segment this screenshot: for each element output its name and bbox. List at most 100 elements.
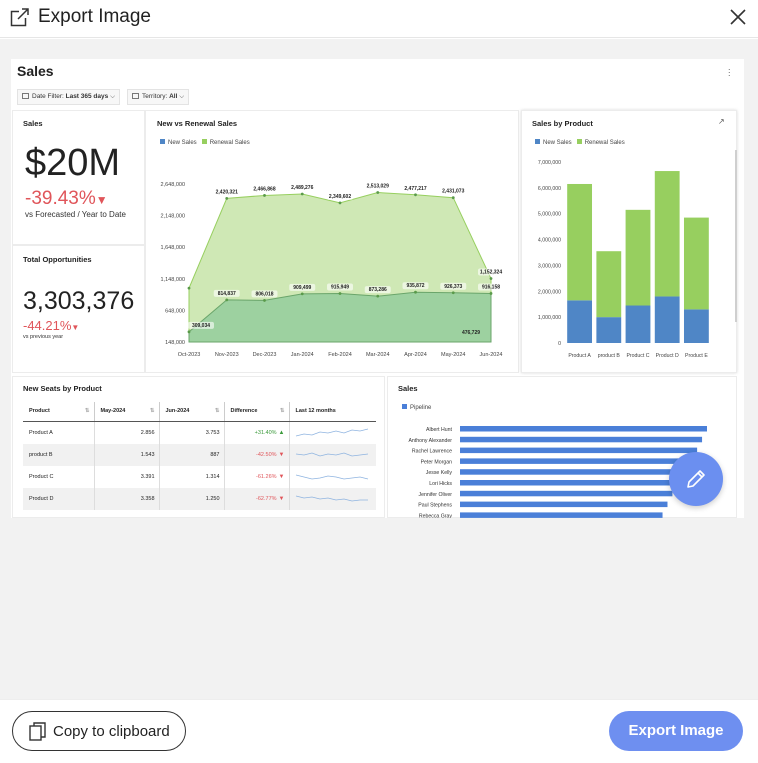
y-tick-label: 2,148,000 — [161, 214, 185, 220]
table-row: Product A 2.856 3.753 +31.40% ▲ — [23, 421, 376, 444]
data-point — [489, 277, 493, 280]
cell-value: -42.50% — [256, 451, 277, 458]
bar-new-sales — [567, 300, 593, 343]
y-tick-label: 148,000 — [165, 340, 185, 346]
bar-new-sales — [654, 296, 680, 343]
data-label: 2,420,321 — [216, 189, 238, 195]
close-icon[interactable] — [729, 8, 747, 26]
table-cell: -61.26% ▼ — [224, 465, 290, 488]
area-chart-legend: New Sales Renewal Sales — [160, 139, 250, 146]
sort-icon: ⇅ — [149, 408, 155, 415]
pipeline-bar — [460, 458, 690, 464]
category-label: Anthony Alexander — [408, 438, 452, 444]
cell-value: 3.358 — [140, 495, 155, 502]
sparkline — [295, 452, 368, 456]
trend-down-icon: ▼ — [278, 495, 285, 502]
column-header-label: Jun-2024 — [165, 408, 190, 415]
bar-renewal-sales — [596, 251, 622, 318]
category-label: Rebecca Gray — [419, 513, 453, 518]
x-tick-label: Jun-2024 — [480, 352, 503, 358]
data-label-bg — [364, 182, 391, 190]
bar-renewal-sales — [567, 183, 593, 301]
kpi-sales-change-text: -39.43% — [25, 188, 96, 209]
category-label: Lori Hicks — [429, 481, 452, 487]
table-row: Product D 3.358 1.250 -62.77% ▼ — [23, 487, 376, 510]
data-label: 909,499 — [293, 285, 311, 291]
area-chart-title: New vs Renewal Sales — [157, 119, 238, 128]
legend-swatch — [535, 139, 540, 144]
export-image-button[interactable]: Export Image — [609, 711, 743, 751]
y-tick-label: 4,000,000 — [538, 238, 561, 244]
legend-label: Renewal Sales — [209, 140, 250, 146]
cell-value: Product C — [29, 473, 54, 480]
sort-icon: ⇅ — [84, 408, 90, 415]
data-point — [376, 294, 380, 298]
date-filter: Date Filter: Last 365 days ⌵ — [17, 89, 120, 105]
x-tick-label: Oct-2023 — [178, 352, 201, 358]
data-point — [376, 191, 380, 194]
kpi-sales-caption: vs Forecasted / Year to Date — [25, 210, 126, 219]
data-label-bg — [251, 185, 278, 193]
sparkline-path — [295, 474, 368, 479]
trend-down-icon: ▼ — [278, 451, 285, 458]
kpi-opportunities-change-text: -44.21% — [23, 318, 72, 333]
kpi-opportunities-change: -44.21%▼ — [23, 318, 79, 333]
filter-value: All — [169, 93, 178, 100]
y-tick-label: 2,648,000 — [161, 182, 185, 188]
y-tick-label: 5,000,000 — [538, 212, 561, 218]
data-label: 916,158 — [482, 284, 500, 290]
data-label-bg — [327, 192, 353, 200]
data-label: 2,466,868 — [253, 186, 275, 192]
table-cell: Product C — [23, 465, 95, 488]
pipeline-bar — [460, 426, 707, 432]
column-header: Product ⇅ — [23, 402, 95, 422]
bar-renewal-sales — [683, 217, 709, 310]
bar-renewal-sales — [654, 171, 680, 297]
table-cell: 887 — [159, 443, 225, 466]
pipeline-bar — [460, 469, 683, 475]
chevron-down-icon: ⌵ — [110, 93, 115, 100]
data-point — [414, 290, 417, 294]
data-point — [338, 201, 342, 205]
x-tick-label: Jan-2024 — [291, 352, 314, 358]
table-cell: 1.250 — [159, 487, 225, 510]
data-point — [451, 291, 455, 295]
column-header: Jun-2024 ⇅ — [159, 402, 225, 422]
cell-value: 1.314 — [205, 473, 220, 480]
cell-value: 1.250 — [205, 495, 220, 502]
data-label: 476,729 — [462, 330, 480, 336]
data-label-bg — [188, 321, 214, 329]
kpi-opportunities-title: Total Opportunities — [23, 255, 92, 264]
copy-button-label: Copy to clipboard — [53, 723, 170, 740]
sparkline-cell — [289, 466, 376, 488]
table-cell: -42.50% ▼ — [224, 443, 290, 466]
cell-value: 3.753 — [205, 429, 220, 436]
category-label: Rachel Lawrence — [412, 449, 452, 455]
table-cell: 2.856 — [94, 421, 160, 444]
bar-chart-title: Sales by Product — [532, 119, 593, 128]
bar-chart: 7,000,000 6,000,000 5,000,000 4,000,000 3,00… — [538, 150, 737, 359]
data-point — [263, 299, 266, 302]
sparkline — [295, 495, 368, 501]
copy-to-clipboard-button[interactable]: Copy to clipboard — [12, 711, 186, 751]
legend-swatch — [402, 404, 407, 409]
seats-table-title: New Seats by Product — [23, 384, 102, 393]
data-label: 309,034 — [192, 323, 210, 329]
data-point — [187, 330, 191, 334]
legend-label: New Sales — [168, 140, 197, 146]
legend-label: New Sales — [543, 140, 572, 146]
table-cell: +31.40% ▲ — [224, 421, 290, 444]
data-label: 814,837 — [218, 291, 236, 297]
edit-button[interactable] — [669, 452, 723, 506]
y-tick-label: 1,648,000 — [161, 245, 185, 251]
trend-up-icon: ▲ — [278, 429, 285, 436]
column-header-label: Last 12 months — [295, 408, 336, 415]
data-label-bg — [251, 290, 278, 298]
x-tick-label: Nov-2023 — [215, 352, 239, 358]
table-cell: Product D — [23, 487, 95, 510]
column-header-label: Product — [29, 408, 50, 415]
dialog-header: Export Image — [0, 0, 758, 38]
kpi-opportunities-card — [12, 245, 145, 373]
data-label-bg — [440, 187, 467, 195]
